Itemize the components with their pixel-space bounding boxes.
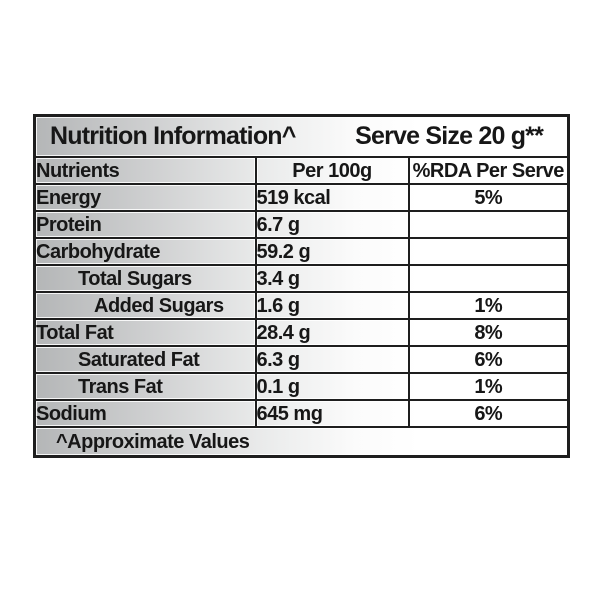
table-row-carbohydrate: Carbohydrate 59.2 g	[33, 237, 570, 266]
table-row-trans-fat: Trans Fat 0.1 g 1%	[33, 372, 570, 401]
nutrient-name: Protein	[33, 210, 257, 239]
per-100g-value: 519 kcal	[254, 183, 410, 212]
rda-value	[407, 210, 570, 239]
footnote-text: ^Approximate Values	[33, 426, 570, 458]
nutrient-name: Added Sugars	[33, 291, 257, 320]
nutrient-name: Trans Fat	[33, 372, 257, 401]
table-row-total-fat: Total Fat 28.4 g 8%	[33, 318, 570, 347]
rda-value: 8%	[407, 318, 570, 347]
per-100g-value: 0.1 g	[254, 372, 410, 401]
table-row-sodium: Sodium 645 mg 6%	[33, 399, 570, 428]
table-row-added-sugars: Added Sugars 1.6 g 1%	[33, 291, 570, 320]
rda-value: 1%	[407, 291, 570, 320]
per-100g-value: 6.3 g	[254, 345, 410, 374]
per-100g-value: 28.4 g	[254, 318, 410, 347]
per-100g-value: 3.4 g	[254, 264, 410, 293]
rda-value	[407, 237, 570, 266]
column-header-rda: %RDA Per Serve	[407, 156, 570, 185]
serve-size-label: Serve Size 20 g**	[355, 122, 544, 150]
per-100g-value: 6.7 g	[254, 210, 410, 239]
nutrient-name: Total Fat	[33, 318, 257, 347]
table-row-protein: Protein 6.7 g	[33, 210, 570, 239]
column-header-per-100g: Per 100g	[254, 156, 410, 185]
rda-value	[407, 264, 570, 293]
nutrition-table: Nutrition Information^ Serve Size 20 g**…	[33, 114, 571, 458]
table-row-total-sugars: Total Sugars 3.4 g	[33, 264, 570, 293]
table-title: Nutrition Information^	[50, 122, 296, 150]
nutrient-name: Total Sugars	[33, 264, 257, 293]
per-100g-value: 1.6 g	[254, 291, 410, 320]
per-100g-value: 645 mg	[254, 399, 410, 428]
rda-value: 5%	[407, 183, 570, 212]
column-header-nutrients: Nutrients	[33, 156, 257, 185]
nutrient-name: Energy	[33, 183, 257, 212]
footnote-row: ^Approximate Values	[33, 426, 570, 458]
nutrient-name: Saturated Fat	[33, 345, 257, 374]
rda-value: 1%	[407, 372, 570, 401]
per-100g-value: 59.2 g	[254, 237, 410, 266]
nutrient-name: Sodium	[33, 399, 257, 428]
rda-value: 6%	[407, 345, 570, 374]
nutrient-name: Carbohydrate	[33, 237, 257, 266]
column-header-row: Nutrients Per 100g %RDA Per Serve	[33, 156, 570, 185]
table-row-energy: Energy 519 kcal 5%	[33, 183, 570, 212]
rda-value: 6%	[407, 399, 570, 428]
title-bar: Nutrition Information^ Serve Size 20 g**	[37, 122, 567, 150]
title-row: Nutrition Information^ Serve Size 20 g**	[33, 114, 570, 158]
table-row-saturated-fat: Saturated Fat 6.3 g 6%	[33, 345, 570, 374]
